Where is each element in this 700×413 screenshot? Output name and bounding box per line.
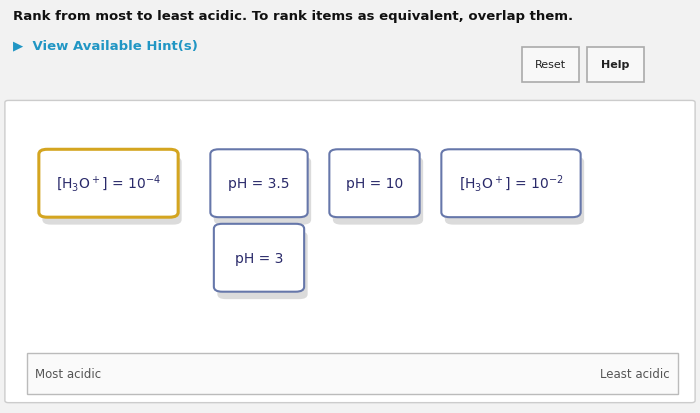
Text: [H$_3$O$^+$] = 10$^{-2}$: [H$_3$O$^+$] = 10$^{-2}$ <box>458 173 564 194</box>
FancyBboxPatch shape <box>5 101 695 403</box>
FancyBboxPatch shape <box>587 47 644 83</box>
FancyBboxPatch shape <box>330 150 420 218</box>
Text: pH = 10: pH = 10 <box>346 177 403 191</box>
Text: Rank from most to least acidic. To rank items as equivalent, overlap them.: Rank from most to least acidic. To rank … <box>13 10 573 23</box>
FancyBboxPatch shape <box>217 232 307 299</box>
Text: Reset: Reset <box>535 60 566 70</box>
FancyBboxPatch shape <box>522 47 579 83</box>
FancyBboxPatch shape <box>27 353 678 394</box>
Text: pH = 3: pH = 3 <box>234 251 284 265</box>
FancyBboxPatch shape <box>210 150 307 218</box>
FancyBboxPatch shape <box>43 157 182 225</box>
FancyBboxPatch shape <box>333 157 423 225</box>
Text: Least acidic: Least acidic <box>600 367 669 380</box>
FancyBboxPatch shape <box>445 157 584 225</box>
Text: ▶  View Available Hint(s): ▶ View Available Hint(s) <box>13 39 197 52</box>
FancyBboxPatch shape <box>441 150 581 218</box>
FancyBboxPatch shape <box>214 224 304 292</box>
FancyBboxPatch shape <box>39 150 178 218</box>
Text: Most acidic: Most acidic <box>35 367 101 380</box>
Text: [H$_3$O$^+$] = 10$^{-4}$: [H$_3$O$^+$] = 10$^{-4}$ <box>56 173 161 194</box>
Text: pH = 3.5: pH = 3.5 <box>228 177 290 191</box>
Text: Help: Help <box>601 60 629 70</box>
FancyBboxPatch shape <box>214 157 311 225</box>
